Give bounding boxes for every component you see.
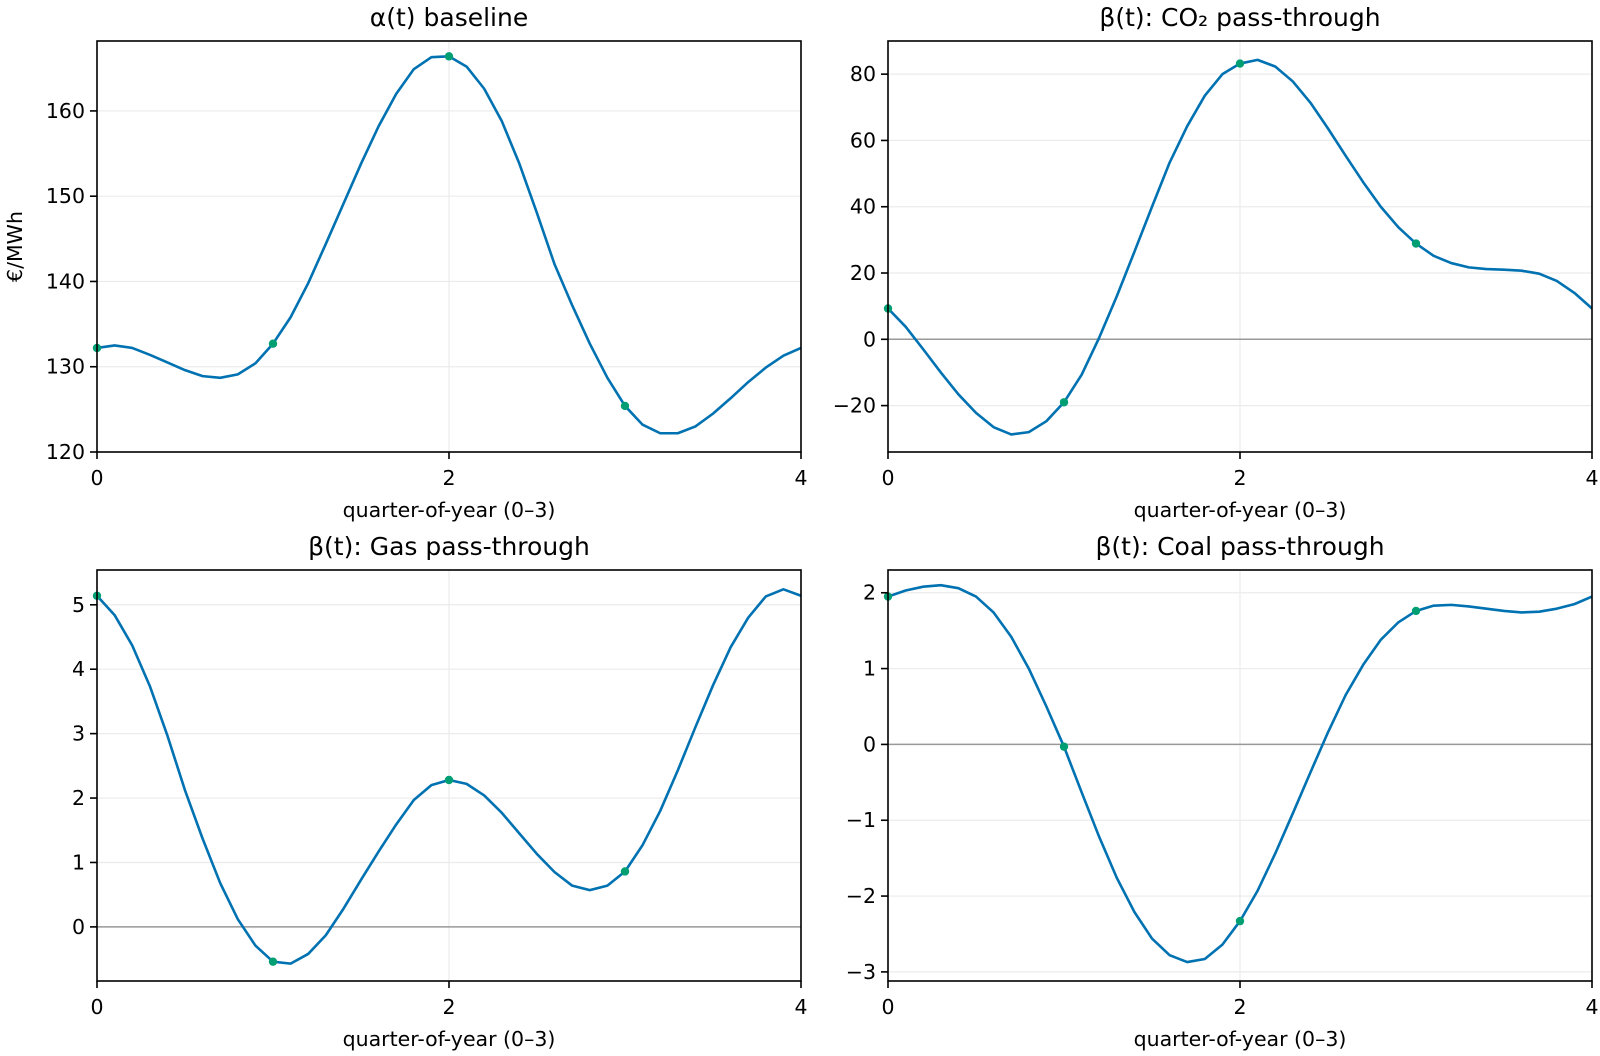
y-tick-label: 60 bbox=[850, 128, 876, 152]
x-axis-label: quarter-of-year (0–3) bbox=[1134, 1027, 1347, 1051]
panel-title: β(t): Coal pass-through bbox=[1095, 532, 1384, 561]
y-tick-label: 80 bbox=[850, 62, 876, 86]
panel-title: β(t): CO₂ pass-through bbox=[1099, 3, 1380, 32]
panel-title: β(t): Gas pass-through bbox=[308, 532, 590, 561]
marker-point bbox=[1411, 606, 1421, 616]
x-tick-label: 4 bbox=[1585, 995, 1598, 1019]
y-tick-label: 2 bbox=[863, 581, 876, 605]
x-tick-label: 0 bbox=[881, 466, 894, 490]
panel-alpha-baseline: 120 130 140 150 160 0 2 4 α(t) baseline quarter-o… bbox=[3, 3, 808, 522]
y-tick-label: 140 bbox=[46, 269, 85, 293]
x-tick-label: 0 bbox=[881, 995, 894, 1019]
panel-beta-co2: −20 0 20 40 60 80 0 2 4 β(t): CO₂ pass-through qua… bbox=[833, 3, 1599, 522]
x-tick-label: 4 bbox=[794, 995, 807, 1019]
y-tick-label: 160 bbox=[46, 99, 85, 123]
x-tick-label: 0 bbox=[90, 466, 103, 490]
y-tick-label: −20 bbox=[833, 394, 876, 418]
y-tick-label: 120 bbox=[46, 440, 85, 464]
x-tick-label: 2 bbox=[1233, 466, 1246, 490]
y-tick-label: 5 bbox=[72, 593, 85, 617]
x-tick-label: 4 bbox=[794, 466, 807, 490]
marker-point bbox=[1059, 742, 1069, 751]
y-tick-label: −1 bbox=[846, 808, 876, 832]
y-tick-label: 0 bbox=[863, 732, 876, 756]
marker-point bbox=[444, 775, 454, 785]
marker-point bbox=[1411, 239, 1421, 248]
y-tick-label: −2 bbox=[846, 884, 876, 908]
panel-title: α(t) baseline bbox=[370, 3, 528, 32]
marker-point bbox=[1235, 59, 1245, 68]
marker-point bbox=[444, 52, 454, 61]
x-axis-label: quarter-of-year (0–3) bbox=[1134, 498, 1347, 522]
marker-point bbox=[1059, 398, 1069, 407]
marker-point bbox=[620, 401, 630, 411]
marker-point bbox=[268, 957, 278, 966]
y-tick-label: 40 bbox=[850, 195, 876, 219]
marker-point bbox=[620, 867, 630, 876]
y-tick-label: 4 bbox=[72, 657, 85, 681]
x-tick-label: 0 bbox=[90, 995, 103, 1019]
x-axis-label: quarter-of-year (0–3) bbox=[343, 498, 556, 522]
y-tick-label: 0 bbox=[863, 327, 876, 351]
x-tick-label: 2 bbox=[1233, 995, 1246, 1019]
marker-point bbox=[1235, 916, 1245, 926]
y-tick-label: −3 bbox=[846, 960, 876, 984]
x-axis-label: quarter-of-year (0–3) bbox=[343, 1027, 556, 1051]
y-tick-label: 1 bbox=[72, 850, 85, 874]
panel-beta-coal: −3 −2 −1 0 1 2 0 2 4 β(t): Coal pass-through quart… bbox=[846, 532, 1599, 1051]
y-tick-label: 0 bbox=[72, 915, 85, 939]
marker-point bbox=[268, 339, 278, 348]
x-tick-label: 2 bbox=[442, 466, 455, 490]
y-tick-label: 1 bbox=[863, 657, 876, 681]
panel-beta-gas: 0 1 2 3 4 5 0 2 4 β(t): Gas pass-through quarter-o… bbox=[72, 532, 808, 1051]
x-tick-label: 4 bbox=[1585, 466, 1598, 490]
y-tick-label: 20 bbox=[850, 261, 876, 285]
x-tick-label: 2 bbox=[442, 995, 455, 1019]
y-tick-label: 150 bbox=[46, 184, 85, 208]
y-axis-label: €/MWh bbox=[3, 211, 27, 282]
y-tick-label: 3 bbox=[72, 722, 85, 746]
y-tick-label: 2 bbox=[72, 786, 85, 810]
y-tick-label: 130 bbox=[46, 355, 85, 379]
